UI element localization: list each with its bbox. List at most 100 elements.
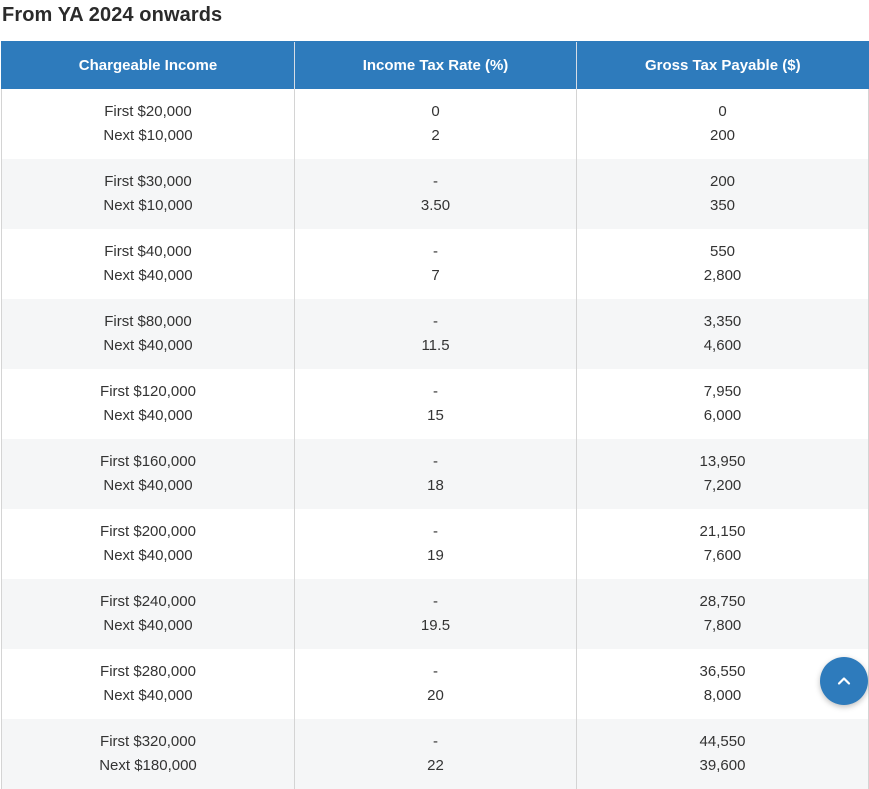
table-row: First $120,000 Next $40,000 - 15 7,950 6,000 bbox=[1, 369, 869, 439]
table-row: First $240,000 Next $40,000 - 19.5 28,750 7,8… bbox=[1, 579, 869, 649]
cell-line-next: Next $180,000 bbox=[99, 757, 197, 774]
table-row: First $200,000 Next $40,000 - 19 21,150 7,600 bbox=[1, 509, 869, 579]
cell-line-first: 0 bbox=[718, 103, 727, 120]
cell-line-first: 21,150 bbox=[699, 523, 746, 540]
cell-chargeable-income: First $40,000 Next $40,000 bbox=[1, 229, 295, 299]
cell-line-next: 19.5 bbox=[420, 617, 451, 634]
cell-line-next: Next $40,000 bbox=[103, 477, 193, 494]
cell-gross-tax-payable: 0 200 bbox=[576, 89, 869, 159]
cell-line-next: 20 bbox=[427, 687, 444, 704]
cell-chargeable-income: First $200,000 Next $40,000 bbox=[1, 509, 295, 579]
cell-line-next: 350 bbox=[709, 197, 736, 214]
section-title: From YA 2024 onwards bbox=[2, 4, 223, 26]
cell-line-first: First $160,000 bbox=[100, 453, 196, 470]
table-header-row: Chargeable Income Income Tax Rate (%) Gr… bbox=[1, 41, 869, 89]
cell-chargeable-income: First $20,000 Next $10,000 bbox=[1, 89, 295, 159]
cell-gross-tax-payable: 3,350 4,600 bbox=[576, 299, 869, 369]
cell-line-first: - bbox=[433, 313, 438, 330]
cell-gross-tax-payable: 21,150 7,600 bbox=[576, 509, 869, 579]
cell-line-first: First $240,000 bbox=[100, 593, 196, 610]
table-body: First $20,000 Next $10,000 0 2 0 200 First $30… bbox=[1, 89, 869, 789]
cell-line-next: 7 bbox=[431, 267, 440, 284]
cell-line-next: 3.50 bbox=[420, 197, 451, 214]
cell-line-next: Next $40,000 bbox=[103, 337, 193, 354]
cell-line-first: - bbox=[433, 593, 438, 610]
cell-chargeable-income: First $30,000 Next $10,000 bbox=[1, 159, 295, 229]
cell-chargeable-income: First $80,000 Next $40,000 bbox=[1, 299, 295, 369]
cell-line-next: Next $40,000 bbox=[103, 687, 193, 704]
cell-line-next: Next $40,000 bbox=[103, 547, 193, 564]
cell-line-first: - bbox=[433, 663, 438, 680]
cell-line-first: First $40,000 bbox=[104, 243, 192, 260]
table-row: First $80,000 Next $40,000 - 11.5 3,350 4,600 bbox=[1, 299, 869, 369]
cell-income-tax-rate: - 15 bbox=[294, 369, 577, 439]
cell-line-next: 200 bbox=[709, 127, 736, 144]
cell-gross-tax-payable: 13,950 7,200 bbox=[576, 439, 869, 509]
cell-chargeable-income: First $120,000 Next $40,000 bbox=[1, 369, 295, 439]
cell-gross-tax-payable: 7,950 6,000 bbox=[576, 369, 869, 439]
cell-line-first: - bbox=[433, 733, 438, 750]
cell-line-first: 36,550 bbox=[699, 663, 746, 680]
column-header-chargeable-income: Chargeable Income bbox=[1, 41, 295, 89]
cell-chargeable-income: First $160,000 Next $40,000 bbox=[1, 439, 295, 509]
cell-line-next: Next $40,000 bbox=[103, 267, 193, 284]
cell-line-first: First $280,000 bbox=[100, 663, 196, 680]
cell-income-tax-rate: - 3.50 bbox=[294, 159, 577, 229]
cell-line-first: First $20,000 bbox=[104, 103, 192, 120]
cell-line-first: 13,950 bbox=[699, 453, 746, 470]
cell-line-first: - bbox=[433, 453, 438, 470]
table-row: First $30,000 Next $10,000 - 3.50 200 350 bbox=[1, 159, 869, 229]
cell-line-next: 8,000 bbox=[703, 687, 742, 704]
cell-gross-tax-payable: 28,750 7,800 bbox=[576, 579, 869, 649]
cell-line-next: 7,800 bbox=[703, 617, 742, 634]
cell-income-tax-rate: -7 bbox=[294, 229, 577, 299]
cell-line-first: 0 bbox=[431, 103, 440, 120]
cell-line-first: - bbox=[433, 173, 438, 190]
cell-line-next: Next $40,000 bbox=[103, 407, 193, 424]
cell-chargeable-income: First $280,000 Next $40,000 bbox=[1, 649, 295, 719]
cell-line-first: 28,750 bbox=[699, 593, 746, 610]
cell-line-first: 550 bbox=[709, 243, 736, 260]
table-row: First $40,000 Next $40,000-7 550 2,800 bbox=[1, 229, 869, 299]
cell-income-tax-rate: - 19.5 bbox=[294, 579, 577, 649]
cell-line-first: 44,550 bbox=[699, 733, 746, 750]
cell-line-first: First $200,000 bbox=[100, 523, 196, 540]
tax-rate-table: Chargeable Income Income Tax Rate (%) Gr… bbox=[1, 41, 869, 789]
table-row: First $20,000 Next $10,000 0 2 0 200 bbox=[1, 89, 869, 159]
back-to-top-button[interactable] bbox=[820, 657, 868, 705]
cell-line-next: 15 bbox=[427, 407, 444, 424]
cell-line-first: First $80,000 bbox=[104, 313, 192, 330]
cell-line-first: 7,950 bbox=[703, 383, 742, 400]
cell-line-next: 18 bbox=[427, 477, 444, 494]
cell-line-next: 39,600 bbox=[699, 757, 746, 774]
table-row: First $320,000 Next $180,000 - 22 44,550 39,6… bbox=[1, 719, 869, 789]
cell-line-first: - bbox=[433, 243, 438, 260]
cell-line-next: 11.5 bbox=[421, 337, 450, 354]
cell-line-next: 2 bbox=[431, 127, 440, 144]
cell-gross-tax-payable: 200 350 bbox=[576, 159, 869, 229]
cell-income-tax-rate: - 11.5 bbox=[294, 299, 577, 369]
cell-line-next: 22 bbox=[427, 757, 444, 774]
cell-line-first: - bbox=[433, 383, 438, 400]
cell-line-first: First $120,000 bbox=[100, 383, 196, 400]
cell-income-tax-rate: - 18 bbox=[294, 439, 577, 509]
cell-line-first: 3,350 bbox=[703, 313, 742, 330]
cell-line-next: 6,000 bbox=[703, 407, 742, 424]
column-header-income-tax-rate: Income Tax Rate (%) bbox=[294, 41, 577, 89]
cell-line-first: - bbox=[433, 523, 438, 540]
cell-income-tax-rate: - 19 bbox=[294, 509, 577, 579]
cell-chargeable-income: First $240,000 Next $40,000 bbox=[1, 579, 295, 649]
cell-line-next: 7,200 bbox=[703, 477, 742, 494]
cell-line-first: First $320,000 bbox=[100, 733, 196, 750]
cell-line-next: 2,800 bbox=[703, 267, 742, 284]
table-row: First $160,000 Next $40,000 - 18 13,950 7,200 bbox=[1, 439, 869, 509]
cell-income-tax-rate: - 20 bbox=[294, 649, 577, 719]
cell-chargeable-income: First $320,000 Next $180,000 bbox=[1, 719, 295, 789]
column-header-gross-tax-payable: Gross Tax Payable ($) bbox=[576, 41, 869, 89]
cell-line-next: Next $10,000 bbox=[103, 197, 193, 214]
cell-line-next: 7,600 bbox=[703, 547, 742, 564]
cell-gross-tax-payable: 44,550 39,600 bbox=[576, 719, 869, 789]
chevron-up-icon bbox=[837, 677, 851, 685]
table-row: First $280,000 Next $40,000 - 20 36,550 8,000 bbox=[1, 649, 869, 719]
